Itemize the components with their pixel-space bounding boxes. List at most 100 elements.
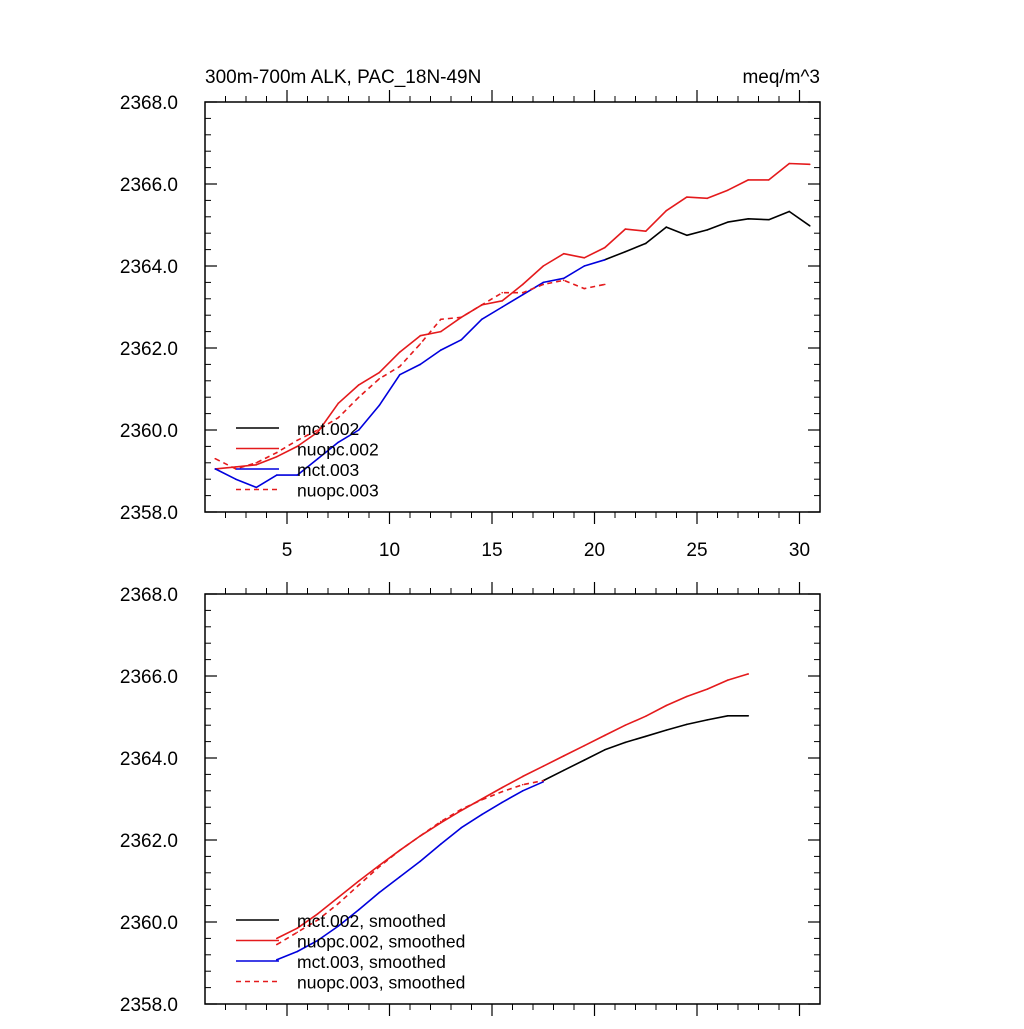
data-point — [337, 902, 340, 905]
data-point — [337, 925, 340, 927]
data-point — [603, 283, 606, 286]
data-point — [624, 228, 627, 230]
data-point — [357, 384, 360, 386]
data-point — [234, 478, 237, 481]
data-point — [562, 279, 565, 282]
data-point — [521, 293, 524, 296]
data-point — [767, 218, 770, 221]
data-point — [357, 884, 360, 886]
data-point — [542, 283, 545, 286]
series-line — [214, 259, 606, 489]
data-point — [275, 943, 278, 946]
series-line — [276, 779, 544, 946]
data-point — [501, 790, 504, 793]
data-point — [521, 790, 524, 792]
data-point — [296, 474, 299, 476]
y-tick-label: 2364.0 — [120, 257, 178, 278]
series-line — [542, 715, 749, 782]
data-point — [747, 179, 750, 181]
data-point — [726, 714, 729, 717]
data-point — [685, 196, 688, 198]
data-point — [644, 715, 647, 717]
data-point — [706, 197, 709, 200]
units-label: meq/m^3 — [742, 67, 820, 88]
data-point — [747, 673, 750, 675]
data-point — [296, 445, 299, 448]
data-point — [542, 765, 545, 767]
y-tick-label: 2360.0 — [120, 421, 178, 442]
data-point — [603, 734, 606, 737]
data-point — [316, 429, 319, 431]
data-point — [583, 287, 586, 290]
data-point — [685, 234, 688, 237]
data-point — [501, 801, 504, 804]
data-point — [624, 724, 627, 726]
data-point — [419, 860, 422, 863]
data-point — [501, 306, 504, 308]
data-point — [562, 252, 565, 255]
data-point — [255, 486, 258, 489]
data-point — [501, 786, 504, 789]
x-tick-label: 10 — [379, 540, 400, 561]
y-tick-label: 2368.0 — [120, 93, 178, 114]
data-point — [583, 265, 586, 267]
data-point — [603, 749, 606, 751]
y-tick-label: 2366.0 — [120, 175, 178, 196]
legend-label: mct.002, smoothed — [297, 911, 446, 931]
series-line — [215, 162, 810, 470]
x-tick-label: 30 — [789, 540, 810, 561]
x-tick-label: 15 — [481, 540, 502, 561]
data-point — [624, 741, 627, 744]
data-point — [316, 457, 319, 460]
data-point — [665, 729, 668, 731]
data-point — [378, 865, 381, 868]
data-point — [214, 468, 217, 470]
data-point — [767, 179, 770, 181]
data-point — [603, 259, 606, 261]
data-point — [665, 704, 668, 707]
data-point — [398, 365, 401, 368]
data-point — [398, 373, 401, 376]
data-point — [562, 277, 565, 280]
chart-panel-2: 2358.0 2360.0 2362.0 2364.0 2366.0 2368.0 mct.… — [120, 582, 821, 1016]
data-point — [665, 209, 668, 212]
data-point — [460, 826, 463, 829]
data-point — [275, 474, 278, 476]
data-point — [439, 330, 442, 333]
data-point — [726, 221, 729, 223]
data-point — [439, 821, 442, 824]
data-point — [398, 876, 401, 878]
data-point — [624, 250, 627, 253]
y-tick-label: 2366.0 — [120, 667, 178, 688]
data-point — [603, 246, 606, 249]
data-point — [521, 291, 524, 294]
legend-label: nuopc.002 — [297, 440, 379, 460]
data-point — [378, 404, 381, 407]
data-point — [706, 688, 709, 690]
data-point — [747, 714, 750, 717]
data-point — [296, 439, 299, 442]
data-point — [542, 265, 545, 267]
data-point — [316, 913, 319, 915]
data-point — [357, 880, 360, 882]
data-point — [275, 937, 278, 940]
legend-label: mct.002 — [297, 419, 359, 439]
data-point — [521, 283, 524, 286]
data-point — [378, 891, 381, 894]
data-point — [337, 416, 340, 419]
legend-label: mct.003 — [297, 460, 359, 480]
x-tick-label: 20 — [584, 540, 605, 561]
data-point — [480, 799, 483, 801]
y-tick-label: 2360.0 — [120, 913, 178, 934]
data-point — [726, 189, 729, 191]
data-point — [337, 896, 340, 899]
data-point — [378, 377, 381, 380]
data-point — [234, 466, 237, 468]
data-point — [808, 163, 811, 166]
x-tick-label: 5 — [282, 540, 293, 561]
data-point — [275, 451, 278, 454]
data-point — [542, 779, 545, 782]
data-point — [439, 349, 442, 351]
data-point — [337, 441, 340, 444]
